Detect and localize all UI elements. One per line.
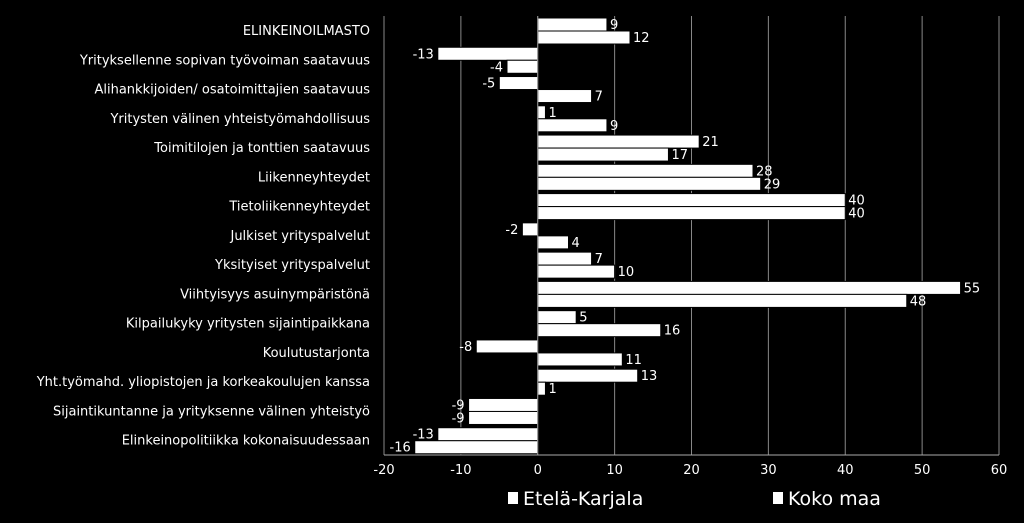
bar-koko-maa — [537, 352, 623, 367]
legend-label: Koko maa — [788, 488, 881, 510]
data-label: -8 — [459, 340, 472, 355]
data-label: 21 — [702, 135, 719, 150]
data-label: 13 — [641, 369, 658, 384]
data-label: 7 — [595, 252, 603, 267]
bar-etela-karjala — [537, 17, 608, 32]
data-label: 9 — [610, 119, 618, 134]
bar-etela-karjala — [437, 46, 539, 61]
data-label: -9 — [452, 411, 465, 426]
grid-layer — [383, 16, 1000, 455]
bar-koko-maa — [537, 381, 546, 396]
category-label: Yht.työmahd. yliopistojen ja korkeakoulu… — [36, 375, 370, 390]
legend-swatch — [773, 492, 783, 504]
category-label: Liikenneyhteydet — [258, 170, 370, 185]
bar-koko-maa — [506, 59, 539, 74]
labels-layer: ELINKEINOILMASTO 9 12 Yrityksellenne sopiva… — [36, 18, 980, 456]
category-label: Alihankkijoiden/ osatoimittajien saatavu… — [94, 83, 370, 98]
data-label: 55 — [964, 281, 981, 296]
x-tick-label: 10 — [606, 463, 623, 478]
bar-koko-maa — [537, 235, 569, 250]
bar-koko-maa — [537, 264, 616, 279]
x-tick-label: 50 — [914, 463, 931, 478]
data-label: 40 — [848, 194, 865, 209]
bar-etela-karjala — [468, 397, 539, 412]
data-label: 1 — [548, 106, 556, 121]
bar-etela-karjala — [537, 310, 577, 325]
x-tick-label: 60 — [991, 463, 1008, 478]
category-label: Toimitilojen ja tonttien saatavuus — [153, 141, 370, 156]
data-label: 17 — [671, 148, 688, 163]
data-label: 12 — [633, 31, 650, 46]
bar-koko-maa — [537, 89, 593, 104]
bar-etela-karjala — [537, 134, 700, 149]
data-label: 48 — [910, 294, 927, 309]
bar-etela-karjala — [537, 368, 639, 383]
bar-etela-karjala — [521, 222, 539, 237]
data-label: 1 — [548, 382, 556, 397]
bar-etela-karjala — [537, 105, 546, 120]
bar-koko-maa — [537, 323, 662, 338]
category-label: Tietoliikenneyhteydet — [228, 200, 370, 215]
data-label: 9 — [610, 18, 618, 33]
data-label: -13 — [413, 428, 434, 443]
data-label: 11 — [625, 353, 642, 368]
bar-etela-karjala — [475, 339, 539, 354]
category-label: Yrityksellenne sopivan työvoiman saatavu… — [79, 53, 370, 68]
x-tick-label: 20 — [683, 463, 700, 478]
data-label: -2 — [505, 223, 518, 238]
bar-etela-karjala — [437, 427, 539, 442]
legend-label: Etelä-Karjala — [523, 488, 643, 510]
legend: Etelä-Karjala Koko maa — [508, 488, 881, 510]
data-label: -13 — [413, 47, 434, 62]
category-label: Sijaintikuntanne ja yrityksenne välinen … — [53, 404, 370, 419]
data-label: -4 — [490, 60, 503, 75]
data-label: 28 — [756, 164, 773, 179]
bar-etela-karjala — [537, 280, 962, 295]
category-label: Kilpailukyky yritysten sijaintipaikkana — [126, 317, 370, 332]
x-tick-label: 0 — [534, 463, 542, 478]
category-label: Julkiset yrityspalvelut — [229, 229, 370, 244]
bar-etela-karjala — [537, 193, 846, 208]
bar-koko-maa — [537, 176, 762, 191]
category-label: Yksityiset yrityspalvelut — [214, 258, 370, 273]
bar-koko-maa — [537, 147, 669, 162]
x-tick-label: 40 — [837, 463, 854, 478]
bar-koko-maa — [537, 293, 908, 308]
bar-etela-karjala — [498, 76, 539, 91]
axis-layer: -20 -10 0 10 20 30 40 50 60 — [373, 16, 1007, 478]
data-label: -16 — [390, 441, 411, 456]
data-label: 16 — [664, 324, 681, 339]
category-label: ELINKEINOILMASTO — [243, 24, 370, 39]
bars-layer — [414, 17, 962, 455]
data-label: 10 — [618, 265, 635, 280]
data-label: 40 — [848, 207, 865, 222]
data-label: 5 — [579, 311, 587, 326]
bar-koko-maa — [537, 206, 846, 221]
x-tick-label: 30 — [760, 463, 777, 478]
data-label: 29 — [764, 177, 781, 192]
bar-etela-karjala — [537, 251, 593, 266]
category-label: Viihtyisyys asuinympäristönä — [180, 287, 370, 302]
bar-koko-maa — [468, 410, 539, 425]
x-tick-label: -20 — [373, 463, 394, 478]
data-label: -5 — [482, 77, 495, 92]
data-label: -9 — [452, 398, 465, 413]
legend-swatch — [508, 492, 518, 504]
category-label: Elinkeinopolitiikka kokonaisuudessaan — [122, 434, 370, 449]
category-label: Yritysten välinen yhteistyömahdollisuus — [109, 112, 370, 127]
data-label: 7 — [595, 90, 603, 105]
data-label: 4 — [572, 236, 580, 251]
bar-etela-karjala — [537, 163, 754, 178]
x-tick-label: -10 — [450, 463, 471, 478]
category-label: Koulutustarjonta — [263, 346, 370, 361]
